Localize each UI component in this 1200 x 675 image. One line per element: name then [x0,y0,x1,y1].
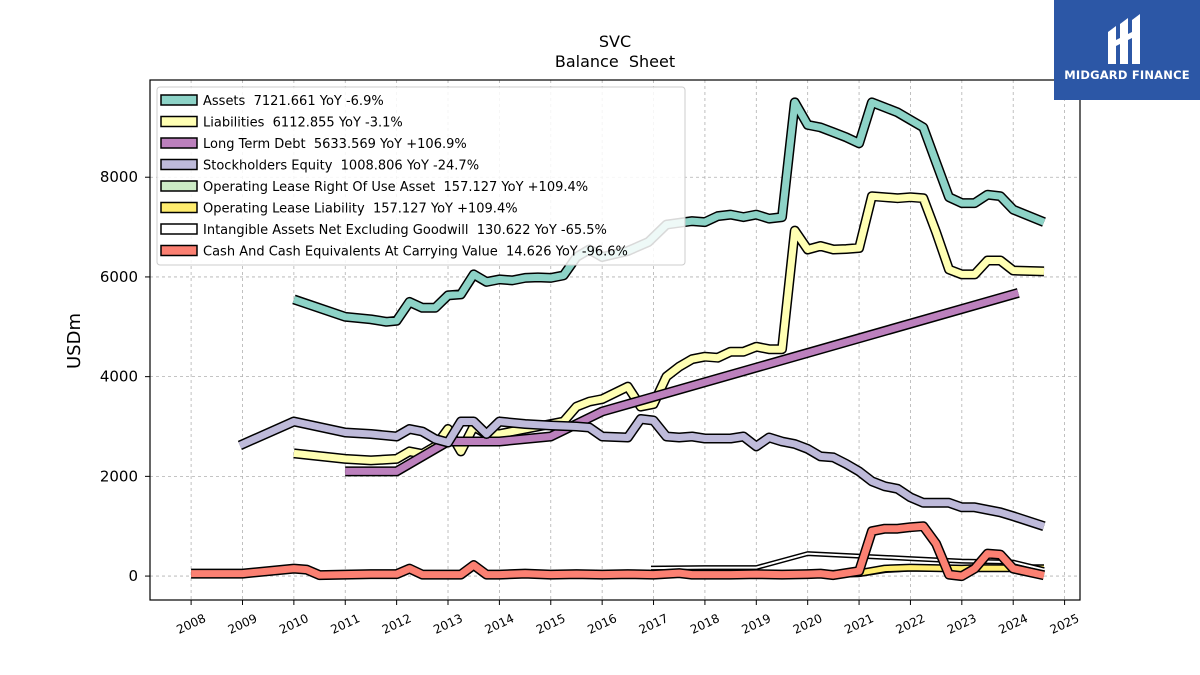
series-line [191,522,1045,580]
legend-swatch [160,158,198,171]
series-liabilities [293,191,1045,466]
y-axis-label: USDm [64,313,85,369]
brand-mark-icon [1108,14,1140,64]
x-tick-label: 2010 [277,611,311,637]
chart-subtitle: Balance Sheet [555,52,675,71]
x-tick-label: 2014 [483,611,517,637]
brand-logo: MIDGARD FINANCE [1054,0,1200,100]
plot-frame [149,79,1081,601]
legend-swatch [160,180,198,192]
x-tick-label: 2019 [739,611,773,637]
x-tick-label: 2015 [534,611,568,637]
y-axis-ticks: 0 2000 4000 6000 8000 [100,168,150,585]
legend-swatch [160,94,198,106]
series-line [238,415,1046,530]
x-tick-label: 2016 [585,611,619,637]
legend-entry: Operating Lease Liability 157.127 YoY +1… [203,202,518,217]
y-tick-label: 4000 [100,368,138,386]
x-tick-label: 2008 [174,611,208,637]
legend-box [156,86,686,266]
x-tick-label: 2024 [996,611,1030,637]
legend-entry: Assets 7121.661 YoY -6.9% [203,94,384,109]
x-tick-label: 2025 [1048,611,1082,637]
x-tick-label: 2012 [380,611,414,637]
x-tick-label: 2013 [431,611,465,637]
x-tick-label: 2023 [945,611,979,637]
series-line [345,289,1020,475]
legend-entry: Long Term Debt 5633.569 YoY +106.9% [203,137,467,152]
series-stockholders-equity [237,414,1046,531]
series-assets [292,97,1046,327]
legend-entry: Operating Lease Right Of Use Asset 157.1… [203,180,588,195]
y-tick-label: 2000 [100,467,138,485]
x-tick-label: 2021 [842,611,876,637]
legend: Assets 7121.661 YoY -6.9% Liabilities 611… [156,86,686,266]
y-tick-label: 6000 [100,268,138,286]
legend-entry: Liabilities 6112.855 YoY -3.1% [203,116,403,131]
series-long-term-debt [345,288,1020,477]
x-tick-label: 2018 [688,611,722,637]
y-tick-label: 0 [128,567,138,585]
legend-entry: Intangible Assets Net Excluding Goodwill… [203,223,607,238]
series-layer [191,97,1046,582]
x-tick-label: 2009 [226,611,260,637]
legend-swatch [160,137,198,149]
legend-entry: Cash And Cash Equivalents At Carrying Va… [203,245,628,260]
series-line [292,98,1046,326]
legend-swatch [160,115,198,128]
x-tick-label: 2011 [328,611,362,637]
legend-swatch [160,223,198,235]
series-line [293,192,1045,464]
chart-title: SVC [599,32,631,51]
brand-name: MIDGARD FINANCE [1064,68,1190,82]
x-axis-ticks: 2008 2009 2010 2011 2012 2013 2014 2015 2016 2017… [174,600,1081,637]
x-tick-label: 2020 [791,611,825,637]
x-tick-label: 2022 [894,611,928,637]
x-tick-label: 2017 [637,611,671,637]
legend-entry: Stockholders Equity 1008.806 YoY -24.7% [203,159,479,174]
legend-swatch [160,244,198,257]
series-cash-and-cash-equivalents-at-carrying-value [191,521,1046,582]
legend-swatch [160,201,198,214]
y-tick-label: 8000 [100,168,138,186]
